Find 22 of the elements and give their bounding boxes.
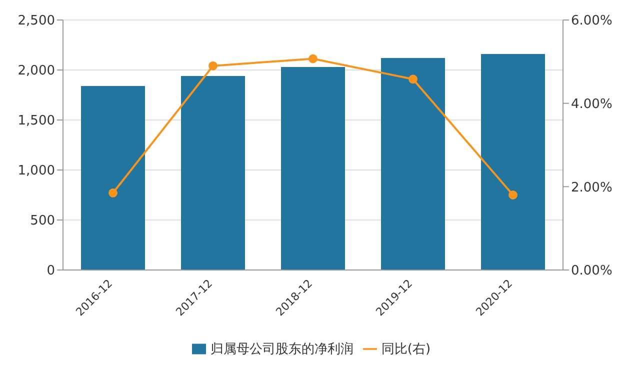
y2-tick-label: 4.00% [571,96,612,112]
y-tick-label: 500 [30,214,55,229]
y-tick-label: 1,000 [18,164,55,179]
point [108,188,118,198]
bar [281,67,345,270]
y-tick-label: 1,500 [18,114,55,129]
bar [381,58,445,270]
legend-label: 归属母公司股东的净利润 [210,342,354,357]
bar [181,76,245,270]
bar [481,54,545,270]
y-tick-label: 2,500 [18,14,55,29]
point [308,54,318,64]
bar [81,86,145,270]
y2-tick-label: 2.00% [571,180,612,196]
y-tick-label: 0 [46,264,55,279]
y-tick-label: 2,000 [18,64,55,79]
y2-tick-label: 6.00% [571,14,612,29]
point [208,61,218,70]
y2-tick-label: 0.00% [571,264,612,279]
point [508,190,518,200]
legend-label: 同比(右) [381,342,431,357]
point [408,74,418,84]
